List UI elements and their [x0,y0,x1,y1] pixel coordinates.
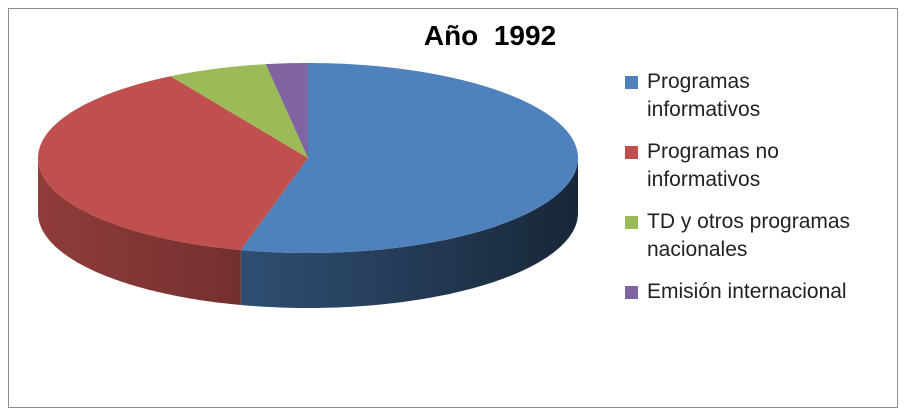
legend-label: Programas no informativos [647,140,779,191]
legend-item: TD y otros programas nacionales [625,208,872,264]
pie-side [240,158,578,308]
legend-item: Programas informativos [625,68,872,124]
legend-label: Programas informativos [647,70,761,121]
chart-title: Año 1992 [423,20,557,51]
legend-swatch [625,286,638,299]
legend-swatch [625,216,638,229]
pie-side [38,158,241,306]
legend-label: Emisión internacional [647,280,847,303]
pie-slice [265,63,308,158]
pie-slice [38,76,309,251]
legend-swatch [625,76,638,89]
pie-slice [170,64,308,158]
legend: Programas informativos Programas no infor… [625,68,872,320]
legend-item: Emisión internacional [625,278,872,306]
legend-swatch [625,146,638,159]
pie-slice [240,63,578,253]
legend-item: Programas no informativos [625,138,872,194]
legend-label: TD y otros programas nacionales [647,210,851,261]
chart-frame [8,8,898,408]
